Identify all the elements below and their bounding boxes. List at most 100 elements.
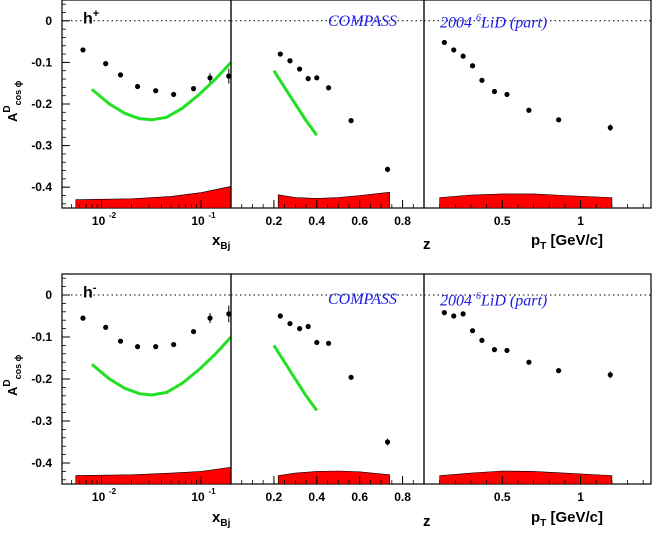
panel-frame bbox=[230, 0, 425, 209]
model-curve bbox=[272, 344, 319, 412]
x-tick-label: 0.4 bbox=[308, 214, 325, 228]
data-point bbox=[491, 347, 498, 353]
data-point bbox=[171, 91, 177, 98]
x-tick-label: 1 bbox=[577, 490, 584, 504]
data-point bbox=[153, 344, 159, 350]
data-point bbox=[305, 76, 311, 82]
y-tick-label: -0.2 bbox=[31, 97, 52, 111]
systematic-band bbox=[439, 470, 613, 485]
x-tick-label: 10 bbox=[191, 214, 205, 228]
model-curve bbox=[90, 61, 233, 122]
data-point bbox=[348, 374, 354, 380]
data-point bbox=[226, 73, 232, 79]
x-axis-label-xbj-bottom: xBj bbox=[212, 509, 231, 529]
data-point bbox=[607, 125, 613, 131]
experiment-caption-top: COMPASS bbox=[328, 13, 398, 30]
y-tick-label: -0.2 bbox=[31, 372, 52, 386]
data-point bbox=[314, 339, 320, 346]
data-point bbox=[526, 107, 532, 113]
data-point bbox=[384, 166, 391, 172]
systematic-band bbox=[439, 193, 613, 209]
data-point bbox=[277, 51, 283, 57]
x-tick-label-exponent: -1 bbox=[208, 487, 216, 496]
data-point bbox=[287, 320, 293, 327]
systematic-band bbox=[75, 186, 232, 209]
x-tick-label: 10 bbox=[191, 490, 205, 504]
data-point bbox=[384, 439, 391, 445]
y-tick-label: 0 bbox=[45, 14, 52, 28]
y-tick-label: -0.4 bbox=[31, 180, 52, 194]
x-tick-label: 0.4 bbox=[308, 490, 325, 504]
x-tick-label: 0.5 bbox=[494, 214, 511, 228]
systematic-band bbox=[277, 191, 390, 209]
data-point bbox=[460, 53, 466, 59]
data-point bbox=[171, 341, 177, 348]
y-tick-label: -0.3 bbox=[31, 414, 52, 428]
data-point bbox=[190, 328, 197, 335]
data-point bbox=[325, 85, 332, 91]
y-axis-label-bottom: ADcos ϕ bbox=[2, 354, 23, 396]
y-tick-label: -0.1 bbox=[31, 330, 52, 344]
data-point bbox=[134, 83, 141, 90]
x-tick-label: 0.2 bbox=[266, 214, 283, 228]
x-tick-label: 1 bbox=[577, 214, 584, 228]
data-point bbox=[556, 368, 562, 374]
data-point bbox=[479, 77, 485, 83]
data-point bbox=[226, 311, 232, 317]
y-tick-label: -0.1 bbox=[31, 55, 52, 69]
data-point bbox=[277, 313, 283, 319]
data-point bbox=[80, 47, 86, 53]
data-point bbox=[297, 66, 303, 72]
x-tick-label: 0.6 bbox=[351, 214, 368, 228]
systematic-band bbox=[75, 466, 232, 485]
data-point bbox=[314, 75, 320, 81]
data-point bbox=[117, 72, 124, 78]
x-axis-label-z-top: z bbox=[423, 236, 431, 253]
x-tick-label: 0.8 bbox=[394, 490, 411, 504]
data-point bbox=[190, 86, 197, 92]
y-axis-label-top: ADcos ϕ bbox=[2, 80, 23, 122]
data-point bbox=[134, 344, 141, 350]
data-point bbox=[469, 63, 476, 69]
x-tick-label-exponent: -2 bbox=[109, 487, 117, 496]
x-tick-label-exponent: -1 bbox=[208, 211, 216, 220]
x-axis-label-pt-bottom: pT [GeV/c] bbox=[531, 509, 603, 529]
panel-frame bbox=[61, 0, 232, 209]
data-point bbox=[607, 372, 613, 378]
data-point bbox=[469, 328, 476, 334]
data-point bbox=[103, 61, 109, 67]
y-tick-label: -0.3 bbox=[31, 139, 52, 153]
x-tick-label: 10 bbox=[92, 214, 106, 228]
x-tick-label: 0.5 bbox=[494, 490, 511, 504]
data-point bbox=[526, 359, 532, 365]
data-point bbox=[325, 340, 332, 346]
data-point bbox=[504, 91, 510, 98]
data-point bbox=[504, 347, 510, 354]
panel-frame bbox=[61, 273, 232, 485]
target-caption-top: 2004 6LiD (part) bbox=[440, 13, 548, 32]
y-tick-label: -0.4 bbox=[31, 456, 52, 470]
model-curve bbox=[90, 335, 233, 397]
data-point bbox=[491, 88, 498, 95]
hadron-label-bottom: h- bbox=[83, 282, 97, 302]
data-point bbox=[287, 58, 293, 64]
data-point bbox=[207, 75, 213, 81]
data-point bbox=[80, 315, 86, 321]
data-point bbox=[451, 313, 457, 319]
target-caption-bottom: 2004 6LiD (part) bbox=[440, 291, 548, 310]
data-point bbox=[460, 311, 466, 317]
x-tick-label: 0.6 bbox=[351, 490, 368, 504]
data-point bbox=[479, 337, 485, 343]
data-point bbox=[348, 118, 354, 124]
y-tick-label: 0 bbox=[45, 288, 52, 302]
experiment-caption-bottom: COMPASS bbox=[328, 291, 398, 308]
x-axis-label-pt-top: pT [GeV/c] bbox=[531, 232, 603, 252]
data-point bbox=[117, 338, 124, 344]
systematic-band bbox=[277, 470, 390, 485]
data-point bbox=[556, 117, 562, 123]
x-tick-label: 0.8 bbox=[394, 214, 411, 228]
data-point bbox=[305, 323, 311, 330]
data-point bbox=[207, 315, 213, 321]
data-point bbox=[297, 326, 303, 332]
